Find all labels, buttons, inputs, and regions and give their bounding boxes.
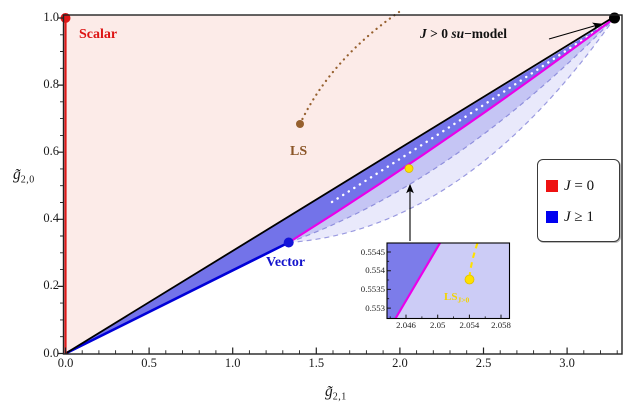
inset-plot <box>386 242 511 320</box>
legend-j0-rest: = 0 <box>570 178 595 194</box>
su-model-arrow <box>548 22 603 40</box>
legend-box <box>537 159 620 242</box>
inset-x-tick-label: 2.05 <box>429 320 446 330</box>
y-tick-label: 0.0 <box>43 345 59 360</box>
annotation-model: −model <box>464 26 508 41</box>
x-tick-label: 1.5 <box>308 356 325 370</box>
x-axis-minor-ticks <box>81 350 618 354</box>
legend-entry-j0: J = 0 <box>564 179 594 194</box>
inner-lens-dashed-border <box>288 17 615 244</box>
white-dotted-curve <box>330 18 614 204</box>
inset-yellow-dashed-line <box>468 242 479 278</box>
x-axis-label-sub: 2,1 <box>332 391 347 403</box>
x-axis-label: g̃2,1 <box>325 384 347 403</box>
inset-frame <box>386 242 511 320</box>
annotation-su: su <box>451 26 465 41</box>
inset-x-tick-label: 2.046 <box>396 320 416 330</box>
x-tick-label: 1.0 <box>224 356 241 370</box>
inset-x-minor-ticks <box>389 316 486 319</box>
plot-frame <box>62 14 623 355</box>
y-axis-label: g̃2,0 <box>13 167 35 186</box>
scalar-label: Scalar <box>79 27 118 42</box>
inset-x-major-ticks <box>405 314 502 319</box>
magenta-boundary-line <box>288 17 616 244</box>
y-tick-label: 1.0 <box>43 10 59 24</box>
x-tick-label: 3.0 <box>559 356 575 370</box>
outer-lens-dashed-border <box>288 17 615 244</box>
inset-y-minor-ticks <box>387 260 390 300</box>
inset-ls-j-point <box>464 274 475 285</box>
y-axis-major-ticks <box>57 17 64 355</box>
x-tick-label: 2.0 <box>392 356 408 370</box>
inset-magenta-line <box>394 242 441 320</box>
inset-ls-j-label: LSJ>0 <box>444 292 469 304</box>
y-axis-label-sub: 2,0 <box>20 174 35 186</box>
x-tick-label: 0.0 <box>57 356 74 370</box>
inset-y-tick-label: 0.554 <box>365 265 385 276</box>
y-tick-label: 0.6 <box>43 144 59 159</box>
y-axis-label-base: g̃ <box>13 166 21 183</box>
inset-ls-j-label-base: LS <box>444 291 458 303</box>
x-tick-label: 0.5 <box>141 356 157 370</box>
inset-x-tick-label: 2.054 <box>459 320 480 330</box>
y-tick-label: 0.2 <box>43 278 59 293</box>
vector-label: Vector <box>266 255 306 270</box>
black-boundary-line <box>65 14 618 355</box>
inset-dark-region <box>387 243 440 319</box>
ls-point <box>296 120 304 128</box>
x-axis-major-ticks <box>64 347 568 354</box>
legend-j1-rest: ≥ 1 <box>570 209 594 225</box>
blue-boundary-line <box>64 241 290 355</box>
vector-point <box>283 237 294 248</box>
inset-y-major-ticks <box>387 251 391 309</box>
su-model-point <box>609 12 620 24</box>
su-model-annotation: J > 0 su−model <box>420 27 507 41</box>
y-axis-minor-ticks <box>60 34 64 338</box>
inset-x-tick-label: 2.058 <box>491 320 511 330</box>
inset-y-tick-label: 0.553 <box>365 302 385 313</box>
x-axis-label-base: g̃ <box>325 383 333 400</box>
inset-y-tick-label: 0.5545 <box>360 246 385 257</box>
annotation-gt: > 0 <box>426 26 452 41</box>
legend-j1-j: J <box>564 209 571 225</box>
x-tick-label: 2.5 <box>475 356 492 370</box>
legend-swatch-j0 <box>546 180 558 192</box>
ls-j-point <box>404 164 414 173</box>
inset-ls-j-label-sub: J>0 <box>457 295 470 305</box>
y-tick-label: 0.4 <box>43 211 59 226</box>
legend-entry-j1: J ≥ 1 <box>564 210 594 225</box>
legend-j0-j: J <box>564 178 571 194</box>
y-tick-label: 0.8 <box>43 77 59 92</box>
brown-dotted-curve <box>298 10 401 126</box>
legend-swatch-j1 <box>546 211 558 223</box>
annotation-j: J <box>420 26 427 41</box>
ls-label: LS <box>290 144 308 159</box>
inset-y-tick-label: 0.5535 <box>360 283 385 294</box>
